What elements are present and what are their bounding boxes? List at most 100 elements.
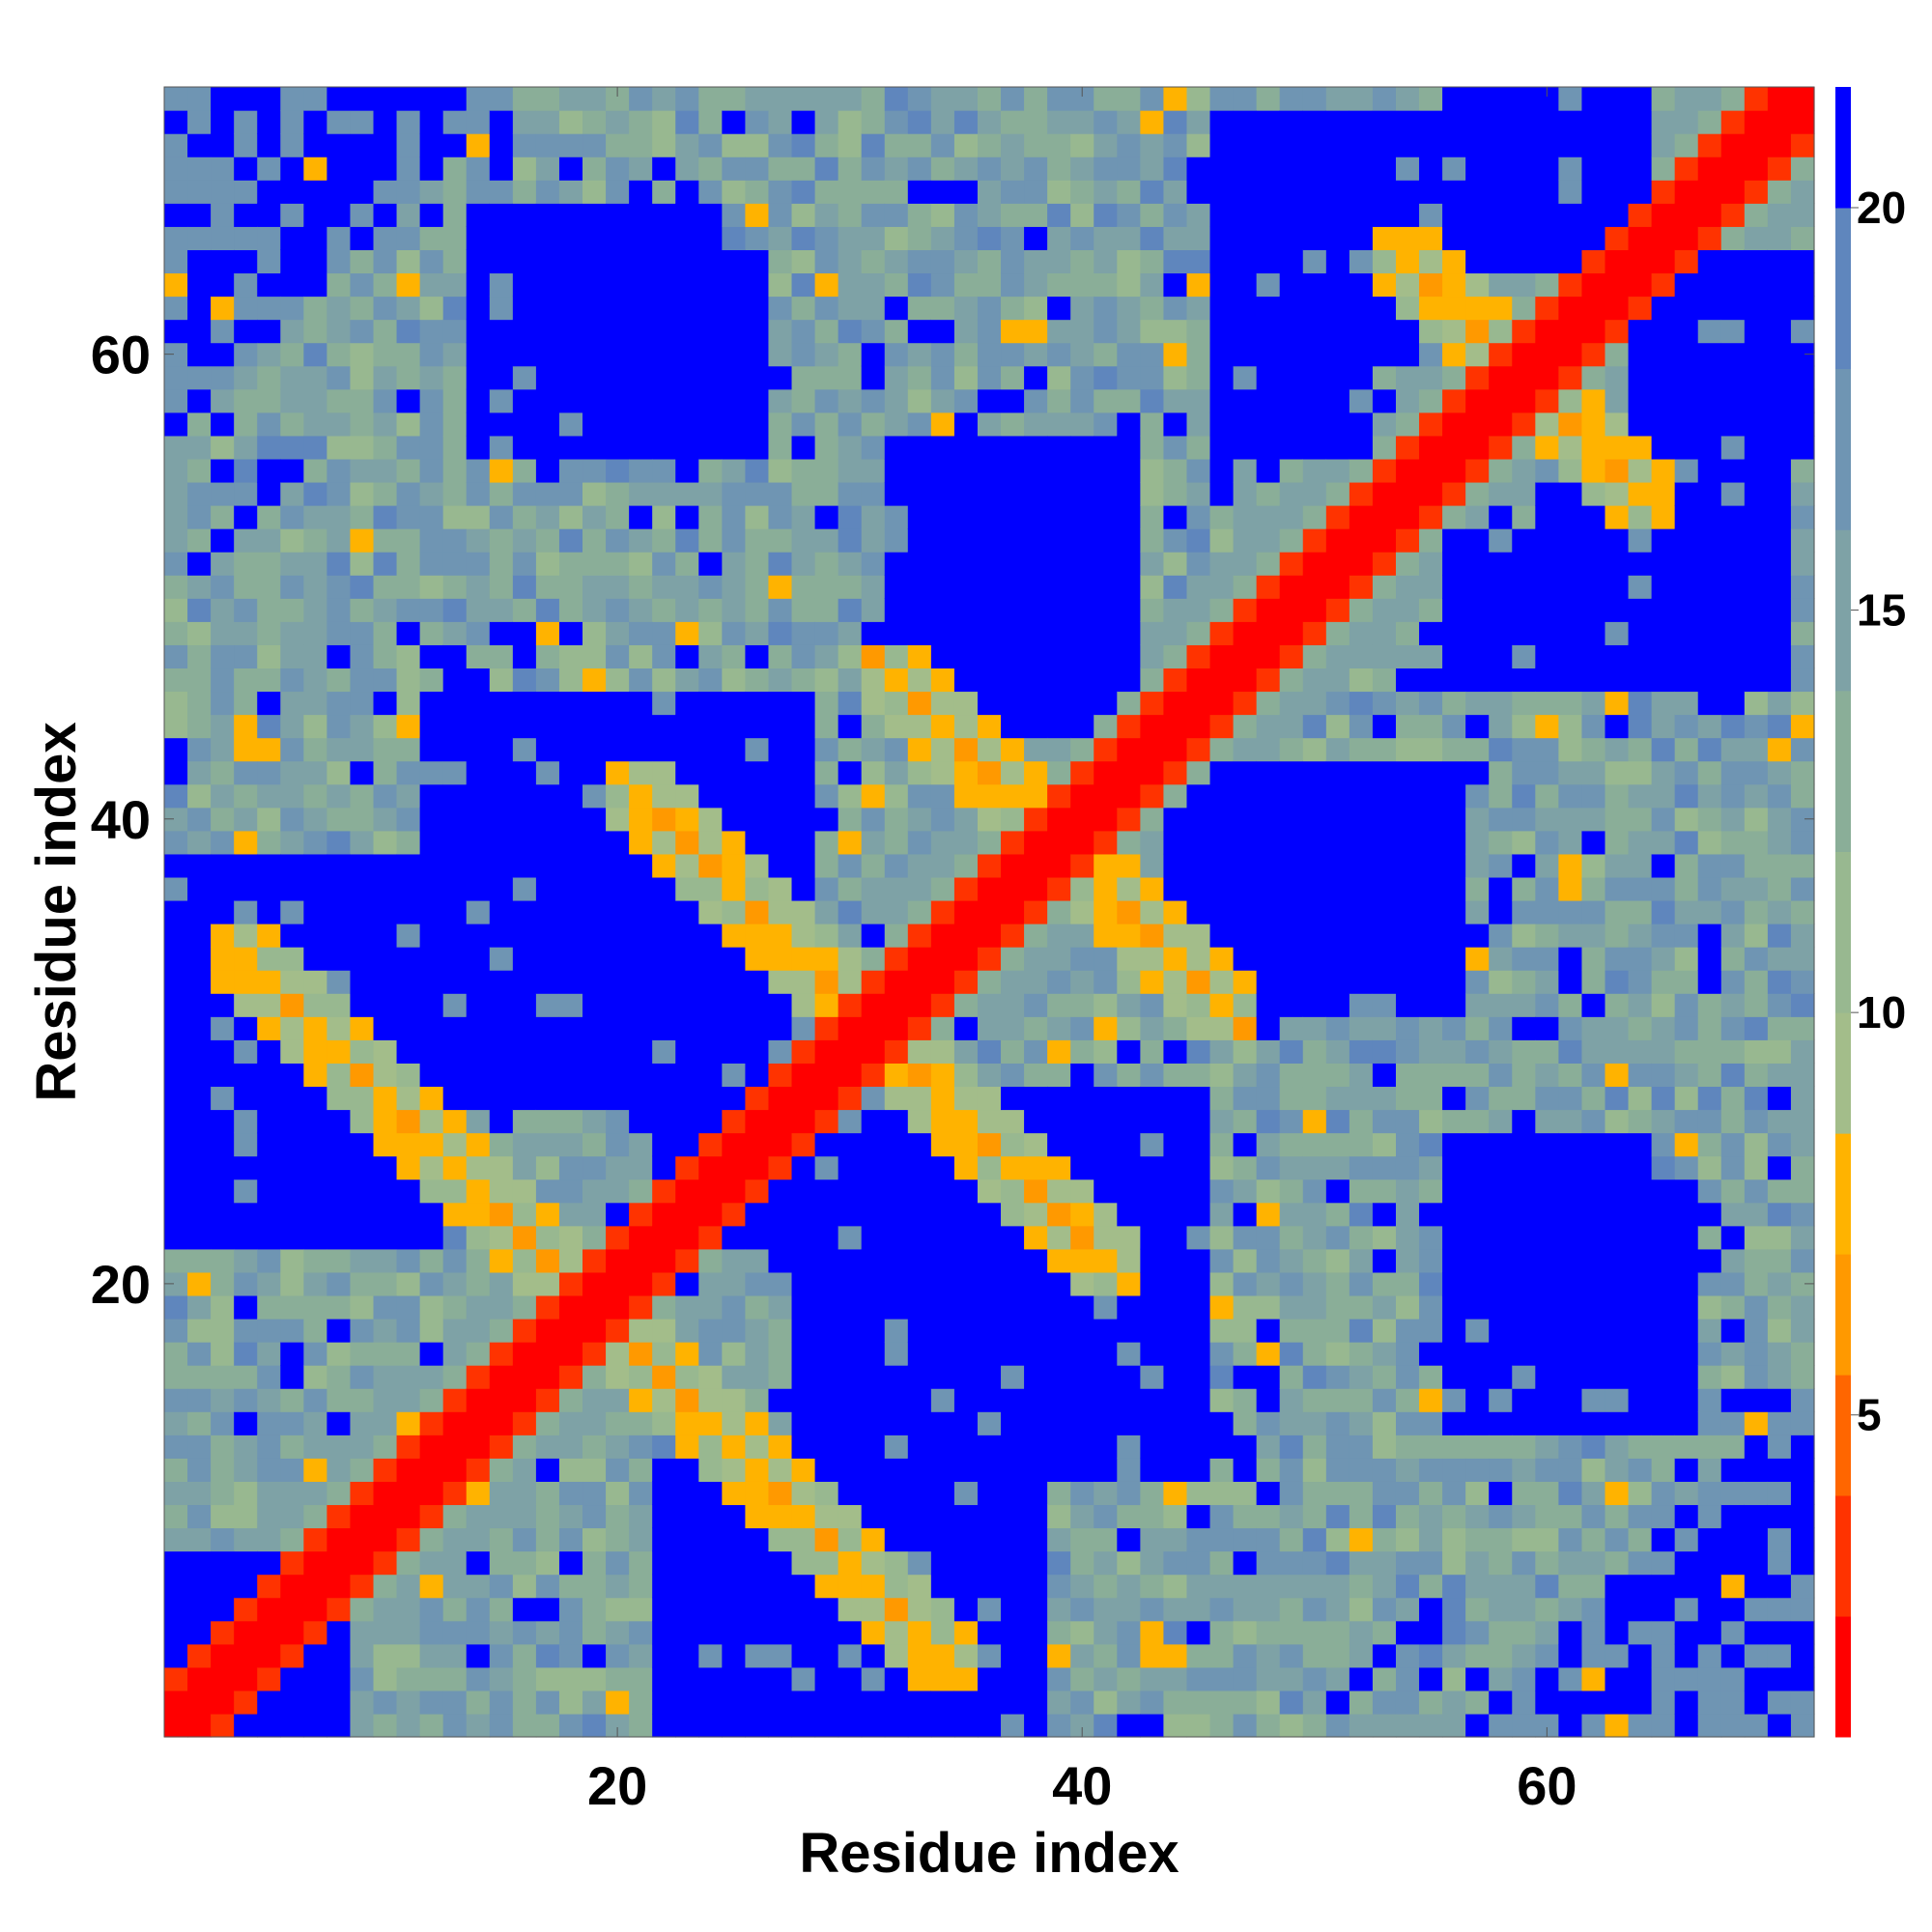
heatmap-cell	[1581, 1574, 1606, 1599]
heatmap-cell	[722, 1481, 747, 1506]
heatmap-cell	[745, 458, 770, 483]
heatmap-cell	[1117, 691, 1141, 716]
heatmap-cell	[745, 1155, 770, 1180]
heatmap-cell	[1256, 621, 1281, 645]
heatmap-cell	[1395, 365, 1420, 390]
heatmap-cell	[350, 714, 375, 739]
heatmap-cell	[187, 481, 212, 506]
heatmap-cell	[419, 133, 444, 157]
heatmap-cell	[907, 272, 932, 298]
heatmap-cell	[1256, 1481, 1281, 1506]
heatmap-cell	[768, 1086, 793, 1111]
heatmap-cell	[1372, 1481, 1397, 1506]
heatmap-cell	[1325, 505, 1350, 529]
heatmap-cell	[1001, 1435, 1025, 1459]
heatmap-cell	[558, 899, 583, 924]
heatmap-cell	[791, 1574, 816, 1599]
heatmap-cell	[1465, 899, 1490, 924]
heatmap-cell	[1419, 180, 1443, 204]
heatmap-cell	[187, 296, 212, 321]
heatmap-cell	[1047, 760, 1071, 785]
heatmap-cell	[1767, 1666, 1792, 1691]
heatmap-cell	[1117, 1155, 1141, 1180]
heatmap-cell	[1628, 1016, 1653, 1040]
heatmap-cell	[1674, 575, 1699, 599]
heatmap-cell	[1465, 272, 1490, 298]
heatmap-cell	[606, 1109, 630, 1134]
heatmap-cell	[1558, 1504, 1583, 1529]
heatmap-cell	[722, 1342, 747, 1366]
heatmap-cell	[303, 412, 327, 437]
heatmap-cell	[861, 226, 886, 250]
heatmap-cell	[1744, 644, 1769, 669]
heatmap-cell	[1489, 644, 1513, 669]
heatmap-cell	[884, 1713, 909, 1738]
heatmap-cell	[1256, 1527, 1281, 1552]
heatmap-cell	[350, 1574, 375, 1599]
heatmap-cell	[1117, 923, 1141, 948]
heatmap-cell	[1581, 1294, 1606, 1320]
heatmap-cell	[280, 598, 304, 622]
heatmap-cell	[257, 458, 281, 483]
heatmap-cell	[1674, 388, 1699, 413]
heatmap-cell	[1395, 1550, 1420, 1576]
heatmap-cell	[1302, 249, 1327, 274]
heatmap-cell	[164, 714, 188, 739]
heatmap-cell	[1651, 1481, 1676, 1506]
heatmap-cell	[1372, 1318, 1397, 1343]
heatmap-cell	[187, 1155, 212, 1180]
heatmap-cell	[1186, 435, 1211, 460]
heatmap-cell	[1720, 1550, 1746, 1576]
heatmap-cell	[466, 970, 491, 994]
heatmap-cell	[489, 598, 514, 622]
heatmap-cell	[535, 528, 560, 553]
heatmap-cell	[1651, 1597, 1676, 1622]
heatmap-cell	[791, 1132, 816, 1157]
heatmap-cell	[1465, 575, 1490, 599]
heatmap-cell	[1674, 1039, 1699, 1064]
heatmap-cell	[1767, 435, 1792, 460]
heatmap-cell	[1767, 575, 1792, 599]
heatmap-cell	[1697, 1248, 1722, 1273]
heatmap-cell	[164, 458, 188, 483]
heatmap-cell	[512, 1132, 537, 1157]
heatmap-cell	[953, 644, 979, 669]
heatmap-cell	[1094, 1016, 1118, 1040]
heatmap-cell	[884, 1016, 909, 1040]
heatmap-cell	[606, 1248, 630, 1273]
heatmap-cell	[257, 1666, 281, 1691]
heatmap-cell	[1674, 644, 1699, 669]
heatmap-cell	[1651, 1365, 1676, 1389]
heatmap-cell	[1325, 1248, 1350, 1273]
heatmap-cell	[1697, 830, 1722, 855]
heatmap-cell	[606, 575, 630, 599]
heatmap-cell	[1395, 1411, 1420, 1435]
heatmap-cell	[1094, 365, 1118, 390]
heatmap-cell	[489, 644, 514, 669]
heatmap-cell	[1489, 598, 1513, 622]
heatmap-cell	[466, 1550, 491, 1576]
heatmap-cell	[1001, 133, 1025, 157]
heatmap-cell	[373, 714, 398, 739]
heatmap-cell	[1070, 365, 1094, 390]
heatmap-cell	[1581, 552, 1606, 576]
heatmap-cell	[652, 1527, 676, 1552]
heatmap-cell	[1605, 528, 1630, 553]
heatmap-cell	[327, 853, 352, 878]
heatmap-cell	[303, 598, 327, 622]
heatmap-cell	[1535, 1643, 1559, 1668]
heatmap-cell	[1024, 737, 1048, 762]
heatmap-cell	[582, 1086, 607, 1111]
heatmap-cell	[1024, 505, 1048, 529]
heatmap-cell	[1558, 1690, 1583, 1715]
heatmap-cell	[1047, 1132, 1071, 1157]
heatmap-cell	[1094, 203, 1118, 227]
heatmap-cell	[1279, 156, 1304, 181]
heatmap-cell	[1094, 1365, 1118, 1389]
heatmap-cell	[1628, 1155, 1653, 1180]
heatmap-cell	[838, 1063, 863, 1088]
heatmap-cell	[629, 552, 653, 576]
heatmap-cell	[1395, 528, 1420, 553]
heatmap-cell	[722, 737, 747, 762]
heatmap-cell	[907, 1713, 932, 1738]
